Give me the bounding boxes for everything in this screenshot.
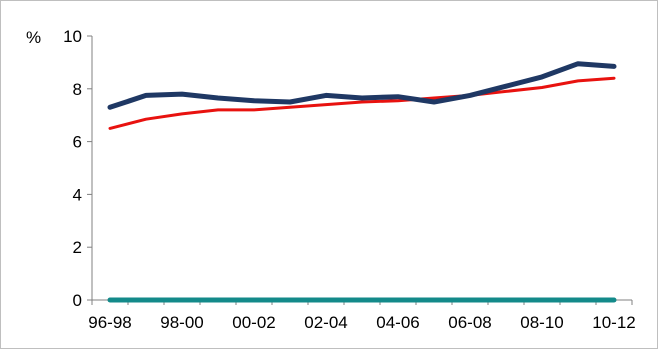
y-tick-label: 2 <box>73 238 82 257</box>
series-line-1 <box>107 61 617 110</box>
x-tick-label: 04-06 <box>376 313 419 332</box>
x-tick-labels: 96-98 98-00 00-02 02-04 04-06 06-08 08-10 10-12 <box>88 313 635 332</box>
y-tick-labels: 0 2 4 6 8 10 <box>63 27 82 310</box>
x-tick-label: 96-98 <box>88 313 131 332</box>
y-tick-label: 4 <box>73 185 82 204</box>
series-layer <box>107 61 617 303</box>
y-axis-unit-label: % <box>26 28 41 47</box>
x-tick-label: 08-10 <box>520 313 563 332</box>
x-tick-label: 00-02 <box>232 313 275 332</box>
y-tick-label: 6 <box>73 133 82 152</box>
x-tick-label: 98-00 <box>160 313 203 332</box>
x-tick-label: 02-04 <box>304 313 347 332</box>
series-line-2 <box>108 76 616 130</box>
x-tick-label: 06-08 <box>448 313 491 332</box>
x-tick-label: 10-12 <box>592 313 635 332</box>
y-tick-label: 10 <box>63 27 82 46</box>
y-tick-label: 8 <box>73 80 82 99</box>
y-tick-label: 0 <box>73 291 82 310</box>
